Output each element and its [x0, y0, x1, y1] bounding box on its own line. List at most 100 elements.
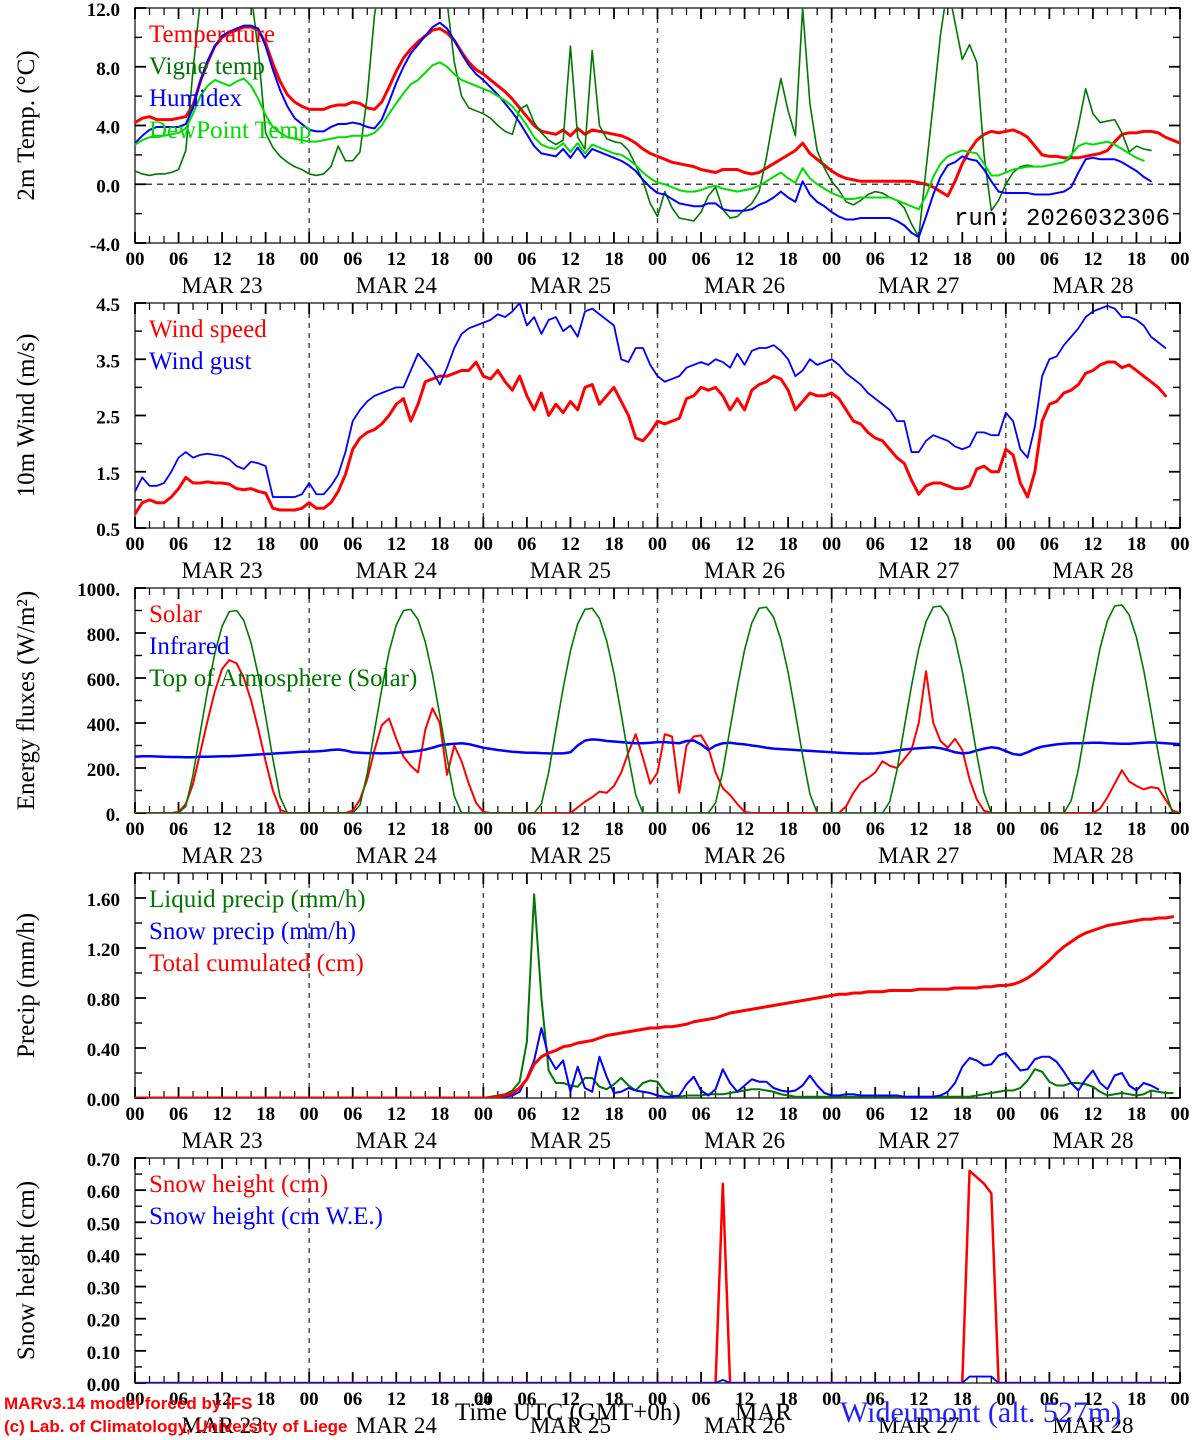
x-tick-label: 00	[996, 249, 1015, 270]
x-tick-label: 18	[430, 819, 449, 840]
series-group	[135, 893, 1175, 1098]
x-tick-label: 18	[1127, 249, 1146, 270]
x-tick-label: 18	[256, 1104, 275, 1125]
x-day-label: MAR 24	[356, 558, 438, 583]
x-tick-label: 00	[648, 249, 667, 270]
run-label: run: 2026032306	[954, 206, 1170, 233]
y-axis-title: Precip (mm/h)	[13, 913, 40, 1058]
x-tick-label: 00	[300, 819, 319, 840]
series-line	[135, 1027, 1160, 1098]
series-line	[135, 1375, 1167, 1383]
series-line	[135, 915, 1175, 1098]
y-tick-label: 0.60	[87, 1182, 120, 1203]
x-day-label: MAR 27	[878, 1413, 959, 1438]
x-tick-label: 06	[343, 249, 362, 270]
x-tick-label: 12	[561, 534, 580, 555]
x-tick-label: 18	[604, 249, 623, 270]
model-credit-line1: MARv3.14 model forced by IFS	[4, 1394, 252, 1413]
x-tick-label: 18	[1127, 534, 1146, 555]
x-tick-label: 18	[1127, 819, 1146, 840]
x-tick-label: 18	[430, 534, 449, 555]
panel-precip: 0.00 0.40 0.80 1.20 1.60 00 06 12 18 MAR 23 00 06 12…	[13, 872, 1190, 1153]
x-tick-label: 12	[735, 249, 754, 270]
x-tick-label: 00	[822, 249, 841, 270]
x-tick-label: 18	[779, 1389, 798, 1410]
y-tick-label: 0.70	[87, 1150, 120, 1171]
legend-entry: Snow precip (mm/h)	[149, 918, 356, 945]
x-tick-label: 06	[1040, 819, 1059, 840]
x-tick-label: 06	[866, 534, 885, 555]
y-tick-label: 3.5	[96, 351, 120, 372]
x-tick-label: 00	[996, 534, 1015, 555]
legend-entry: Humidex	[149, 85, 243, 112]
series-line	[135, 659, 1180, 813]
x-day-label: MAR 24	[356, 843, 438, 868]
y-tick-label: 0.10	[87, 1343, 120, 1364]
x-tick-label: 12	[387, 534, 406, 555]
x-tick-label: 06	[692, 249, 711, 270]
x-tick-label: 06	[343, 1389, 362, 1410]
x-tick-label: 06	[343, 1104, 362, 1125]
x-tick-label: 06	[692, 1104, 711, 1125]
x-day-label: MAR 28	[1052, 1128, 1133, 1153]
x-day-label: MAR 28	[1052, 558, 1133, 583]
x-tick-label: 12	[735, 819, 754, 840]
x-tick-label: 00	[126, 1389, 145, 1410]
x-tick-label: 06	[692, 534, 711, 555]
x-tick-label: 00	[648, 819, 667, 840]
x-tick-label: 12	[213, 249, 232, 270]
series-group	[135, 303, 1167, 516]
y-tick-label: -4.0	[90, 235, 120, 256]
x-tick-label: 12	[561, 1104, 580, 1125]
x-tick-label: 00	[474, 534, 493, 555]
x-tick-label: 18	[430, 1389, 449, 1410]
series-group	[135, 604, 1180, 813]
legend-entry: Total cumulated (cm)	[149, 950, 364, 977]
x-tick-label: 18	[1127, 1104, 1146, 1125]
legend-entry: Temperature	[149, 21, 275, 48]
x-tick-label: 06	[169, 534, 188, 555]
series-line	[135, 61, 1145, 211]
x-tick-label: 00	[126, 249, 145, 270]
x-tick-label: 00	[474, 819, 493, 840]
x-tick-label: 18	[779, 534, 798, 555]
x-day-label: MAR 25	[530, 1413, 611, 1438]
x-tick-label: 00	[996, 819, 1015, 840]
x-tick-label: 18	[953, 534, 972, 555]
x-day-label: MAR 23	[182, 273, 263, 298]
x-day-label: MAR 26	[704, 273, 785, 298]
x-tick-label: 18	[604, 534, 623, 555]
x-tick-label: 00	[1171, 819, 1190, 840]
x-day-label: MAR 23	[182, 558, 263, 583]
y-axis-title: Snow height (cm)	[13, 1181, 40, 1360]
series-line	[135, 360, 1167, 516]
series-group	[135, 1169, 1167, 1383]
y-tick-label: 0.20	[87, 1311, 120, 1332]
x-tick-label: 06	[343, 534, 362, 555]
x-day-label: MAR 26	[704, 843, 785, 868]
legend-entry: Solar	[149, 601, 202, 628]
x-day-label: MAR 26	[704, 1413, 785, 1438]
x-tick-label: 12	[387, 249, 406, 270]
x-tick-label: 18	[953, 249, 972, 270]
x-tick-label: 00	[126, 534, 145, 555]
y-tick-label: 200.	[87, 760, 120, 781]
y-tick-label: 2.5	[96, 408, 120, 429]
y-tick-label: 12.0	[87, 0, 120, 21]
x-tick-label: 00	[474, 249, 493, 270]
x-tick-label: 00	[648, 1104, 667, 1125]
y-tick-label: 0.30	[87, 1279, 120, 1300]
y-tick-label: 1.60	[87, 890, 120, 911]
x-tick-label: 06	[1040, 1389, 1059, 1410]
x-day-label: MAR 28	[1052, 273, 1133, 298]
time-axis-label: Time UTC (GMT+0h)	[455, 1399, 681, 1426]
x-tick-label: 00	[474, 1104, 493, 1125]
x-tick-label: 12	[1083, 249, 1102, 270]
series-line	[135, 893, 1174, 1098]
y-tick-label: 400.	[87, 715, 120, 736]
x-tick-label: 00	[300, 534, 319, 555]
x-tick-label: 18	[604, 1389, 623, 1410]
x-day-label: MAR 25	[530, 843, 611, 868]
x-day-label: MAR 23	[182, 1413, 263, 1438]
series-line	[135, 25, 1180, 198]
